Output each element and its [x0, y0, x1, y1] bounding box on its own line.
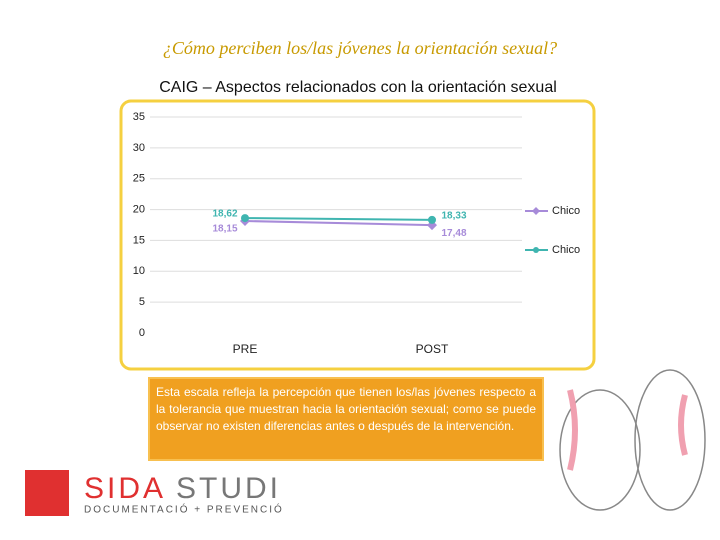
y-tick-label: 30 — [133, 142, 145, 154]
ribbon — [567, 389, 578, 471]
y-tick-label: 0 — [139, 327, 145, 339]
logo-mark — [25, 470, 69, 516]
y-tick-label: 25 — [133, 173, 145, 185]
y-tick-label: 5 — [139, 296, 145, 308]
logo: SIDA STUDI DOCUMENTACIÓ + PREVENCIÓ — [25, 470, 284, 516]
x-tick-label: PRE — [233, 342, 258, 356]
y-tick-label: 35 — [133, 111, 145, 123]
legend-label: Chico — [552, 205, 580, 217]
figure — [634, 369, 706, 511]
series-line — [244, 217, 433, 221]
legend-label: Chico — [552, 244, 580, 256]
figure — [559, 389, 641, 511]
chart-title: CAIG – Aspectos relacionados con la orie… — [159, 79, 557, 96]
slide-title: ¿Cómo perciben los/las jóvenes la orient… — [163, 38, 557, 58]
y-tick-label: 20 — [133, 203, 145, 215]
legend-marker — [532, 207, 540, 215]
illustration — [559, 369, 706, 511]
ribbon — [678, 394, 688, 456]
data-label: 18,33 — [441, 211, 466, 222]
marker — [241, 214, 249, 223]
data-label: 18,62 — [212, 209, 237, 220]
legend-marker — [533, 247, 539, 253]
y-tick-label: 15 — [133, 234, 145, 246]
x-tick-label: POST — [416, 342, 449, 356]
logo-a: SIDA — [84, 472, 166, 505]
note-box: Esta escala refleja la percepción que ti… — [148, 377, 544, 461]
marker — [428, 215, 436, 224]
series-line — [244, 219, 433, 227]
data-label: 17,48 — [441, 228, 466, 239]
data-label: 18,15 — [212, 224, 237, 235]
y-tick-label: 10 — [133, 265, 145, 277]
logo-tagline: DOCUMENTACIÓ + PREVENCIÓ — [84, 503, 284, 516]
logo-b: STUDI — [176, 472, 281, 505]
chart-frame — [119, 99, 596, 371]
